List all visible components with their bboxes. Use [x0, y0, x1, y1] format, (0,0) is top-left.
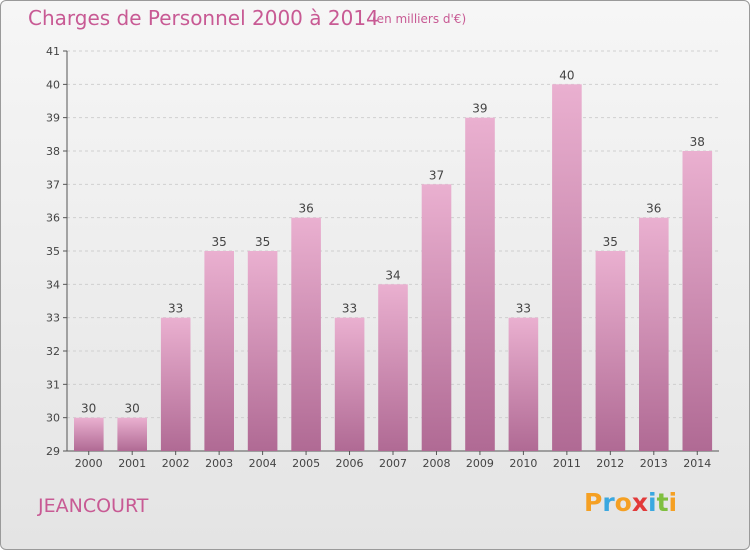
bar: [552, 84, 582, 452]
x-tick-label: 2007: [379, 457, 407, 470]
x-tick-label: 2006: [336, 457, 364, 470]
bar: [204, 251, 234, 451]
x-tick-label: 2011: [553, 457, 581, 470]
y-tick-label: 38: [46, 145, 60, 158]
value-label: 35: [255, 235, 270, 249]
x-tick-label: 2012: [596, 457, 624, 470]
bar: [117, 417, 147, 451]
y-tick-labels: 29 30 31 32 33 34 35 36 37 38 39 40 41: [46, 45, 60, 458]
value-label: 30: [81, 402, 96, 416]
value-label: 38: [690, 135, 705, 149]
x-tick-label: 2010: [509, 457, 537, 470]
y-tick-label: 32: [46, 345, 60, 358]
logo-letter: i: [648, 488, 657, 517]
x-tick-label: 2002: [162, 457, 190, 470]
y-tick-label: 31: [46, 378, 60, 391]
x-tick-label: 2001: [118, 457, 146, 470]
y-tick-label: 41: [46, 45, 60, 58]
x-tick-label: 2009: [466, 457, 494, 470]
value-label: 33: [342, 302, 357, 316]
logo-letter: i: [668, 488, 678, 517]
x-tick-label: 2005: [292, 457, 320, 470]
value-label: 34: [385, 268, 400, 282]
x-tick-label: 2003: [205, 457, 233, 470]
value-label: 39: [472, 102, 487, 116]
logo-letter: x: [631, 488, 648, 517]
y-tick-label: 30: [46, 412, 60, 425]
logo-letter: r: [602, 488, 615, 517]
value-label: 35: [211, 235, 226, 249]
proxiti-logo: Proxiti: [584, 488, 677, 517]
logo-letter: o: [614, 488, 632, 517]
value-label: 33: [516, 302, 531, 316]
bar: [291, 217, 321, 451]
value-label: 37: [429, 168, 444, 182]
bars: [74, 84, 713, 452]
value-label: 36: [646, 202, 661, 216]
value-label: 35: [603, 235, 618, 249]
value-label: 30: [125, 402, 140, 416]
bar: [595, 251, 626, 451]
value-labels: 30 30 33 35 35 36 33 34 37 39 33 40 35 36 38: [81, 68, 705, 415]
y-tick-label: 29: [46, 445, 60, 458]
value-label: 40: [559, 68, 574, 82]
logo-letter: P: [584, 488, 603, 517]
x-tick-label: 2008: [423, 457, 451, 470]
logo-letter: t: [656, 488, 669, 517]
y-tick-label: 37: [46, 178, 60, 191]
value-label: 33: [168, 302, 183, 316]
y-tick-label: 34: [46, 278, 60, 291]
bar: [421, 184, 452, 452]
bar: [160, 317, 191, 451]
y-tick-label: 33: [46, 312, 60, 325]
bar: [74, 417, 104, 451]
x-tick-labels: 2000 2001 2002 2003 2004 2005 2006 2007 2008 2009…: [75, 457, 712, 470]
bar: [334, 317, 365, 451]
x-tick-label: 2014: [683, 457, 711, 470]
x-tick-label: 2000: [75, 457, 103, 470]
bar: [465, 117, 495, 451]
bar: [378, 284, 408, 451]
x-tick-label: 2004: [249, 457, 277, 470]
chart-title: Charges de Personnel 2000 à 2014: [28, 6, 379, 30]
value-label: 36: [298, 202, 313, 216]
bar: [247, 251, 278, 451]
y-tick-label: 40: [46, 78, 60, 91]
town-name: JEANCOURT: [38, 495, 149, 517]
y-tick-label: 36: [46, 212, 60, 225]
bar: [508, 317, 539, 451]
chart-subtitle: (en milliers d'€): [372, 12, 467, 26]
x-tick-label: 2013: [640, 457, 668, 470]
bar: [682, 151, 713, 451]
y-tick-label: 39: [46, 112, 60, 125]
bar: [639, 217, 669, 451]
y-tick-label: 35: [46, 245, 60, 258]
